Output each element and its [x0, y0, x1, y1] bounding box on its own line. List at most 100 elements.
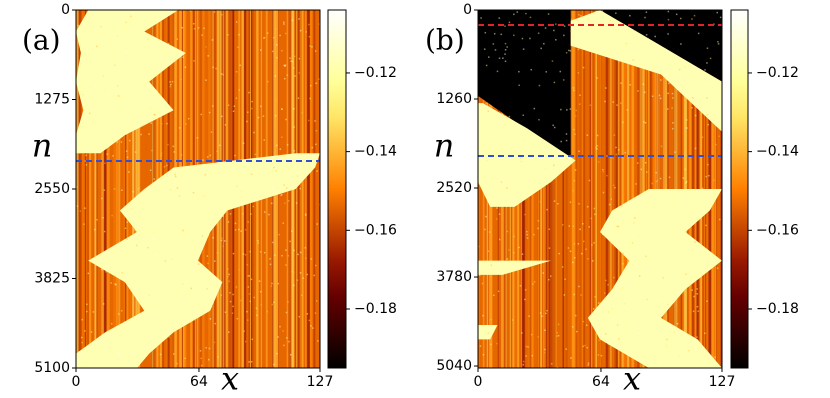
- speckle: [88, 106, 91, 108]
- speckle: [556, 335, 558, 337]
- speckle: [504, 42, 507, 45]
- colorbar-tick-label: −0.12: [354, 65, 397, 81]
- speckle: [501, 175, 504, 178]
- speckle: [498, 213, 501, 215]
- speckle: [86, 303, 88, 306]
- speckle: [588, 179, 591, 182]
- speckle: [102, 23, 104, 25]
- y-axis-label: n: [434, 127, 455, 165]
- speckle: [251, 107, 253, 110]
- speckle: [555, 39, 557, 41]
- speckle: [198, 204, 201, 207]
- speckle: [247, 221, 249, 223]
- speckle: [557, 323, 560, 326]
- speckle: [293, 149, 296, 152]
- speckle: [273, 301, 275, 304]
- speckle: [574, 115, 577, 117]
- speckle: [96, 44, 99, 47]
- speckle: [124, 108, 127, 110]
- speckle: [106, 153, 108, 155]
- speckle: [185, 123, 187, 125]
- x-tick-label: 0: [474, 374, 483, 390]
- speckle: [687, 349, 690, 352]
- speckle: [274, 27, 277, 30]
- speckle: [235, 70, 238, 73]
- heatmap-stripe: [101, 10, 104, 368]
- speckle: [208, 347, 211, 350]
- heatmap-stripe: [638, 10, 641, 368]
- speckle: [192, 22, 195, 25]
- speckle: [526, 233, 528, 236]
- heatmap-stripe: [301, 10, 304, 368]
- speckle: [246, 310, 248, 313]
- x-tick-label: 64: [190, 374, 208, 390]
- speckle: [78, 360, 80, 363]
- colorbar-tick-label: −0.16: [354, 222, 397, 238]
- speckle: [529, 16, 532, 19]
- speckle: [613, 276, 615, 279]
- speckle: [677, 291, 679, 294]
- speckle: [286, 144, 289, 146]
- speckle: [538, 84, 541, 87]
- speckle: [221, 201, 223, 204]
- speckle: [575, 109, 578, 112]
- speckle: [650, 255, 652, 257]
- speckle: [537, 227, 539, 230]
- speckle: [498, 57, 501, 60]
- speckle: [316, 223, 318, 225]
- speckle: [295, 202, 298, 204]
- speckle: [602, 191, 605, 194]
- heatmap-stripe: [553, 10, 555, 368]
- speckle: [304, 247, 307, 249]
- speckle: [644, 161, 647, 164]
- speckle: [566, 109, 568, 111]
- speckle: [644, 251, 647, 254]
- speckle: [171, 258, 173, 260]
- heatmap-stripe: [102, 10, 106, 368]
- speckle: [519, 284, 522, 287]
- speckle: [249, 300, 251, 303]
- speckle: [602, 168, 604, 171]
- speckle: [577, 37, 580, 40]
- y-tick-label: 1260: [436, 91, 472, 107]
- speckle: [544, 27, 547, 29]
- speckle: [705, 175, 707, 178]
- speckle: [537, 220, 540, 222]
- speckle: [506, 46, 508, 48]
- speckle: [298, 72, 301, 74]
- speckle: [129, 347, 131, 350]
- speckle: [169, 85, 171, 88]
- speckle: [480, 17, 482, 19]
- heatmap-stripe: [307, 10, 310, 368]
- y-tick-label: 0: [61, 2, 70, 18]
- speckle: [571, 326, 574, 328]
- speckle: [558, 252, 560, 255]
- speckle: [285, 311, 288, 314]
- speckle: [293, 271, 295, 273]
- speckle: [593, 242, 595, 244]
- speckle: [504, 60, 507, 63]
- speckle: [543, 153, 546, 155]
- speckle: [610, 198, 612, 200]
- speckle: [77, 24, 80, 27]
- speckle: [167, 42, 170, 45]
- heatmap-stripe: [295, 10, 297, 368]
- speckle: [78, 152, 81, 154]
- speckle: [522, 114, 525, 117]
- speckle: [278, 233, 280, 236]
- speckle: [120, 309, 123, 312]
- yellow-band: [478, 325, 498, 340]
- speckle: [222, 245, 224, 248]
- speckle: [601, 10, 604, 12]
- speckle: [582, 240, 585, 243]
- speckle: [83, 223, 85, 225]
- speckle: [644, 121, 647, 124]
- speckle: [574, 169, 577, 171]
- heatmap: [478, 10, 722, 368]
- black-region: [478, 10, 571, 161]
- speckle: [586, 134, 589, 137]
- speckle: [189, 10, 192, 12]
- speckle: [608, 19, 610, 21]
- heatmap-stripe: [608, 10, 611, 368]
- speckle: [269, 263, 272, 266]
